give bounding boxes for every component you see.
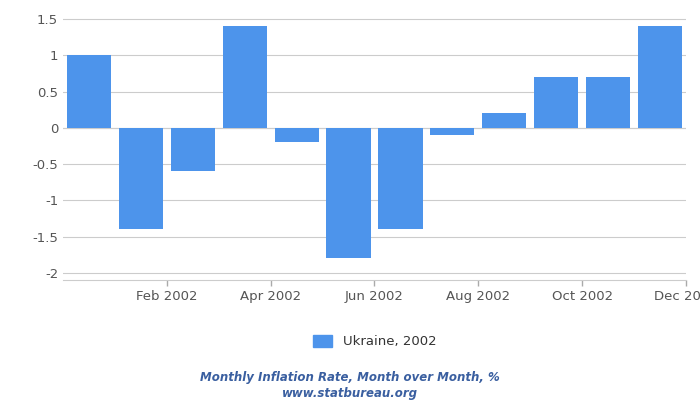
Text: www.statbureau.org: www.statbureau.org bbox=[282, 388, 418, 400]
Bar bbox=[119, 128, 163, 229]
Bar bbox=[67, 56, 111, 128]
Bar bbox=[638, 26, 682, 128]
Bar bbox=[326, 128, 370, 258]
Bar bbox=[171, 128, 215, 171]
Bar bbox=[534, 77, 578, 128]
Bar bbox=[274, 128, 319, 142]
Bar bbox=[430, 128, 475, 135]
Bar bbox=[586, 77, 630, 128]
Bar bbox=[379, 128, 423, 229]
Bar bbox=[223, 26, 267, 128]
Bar bbox=[482, 114, 526, 128]
Text: Monthly Inflation Rate, Month over Month, %: Monthly Inflation Rate, Month over Month… bbox=[200, 372, 500, 384]
Legend: Ukraine, 2002: Ukraine, 2002 bbox=[307, 330, 442, 354]
